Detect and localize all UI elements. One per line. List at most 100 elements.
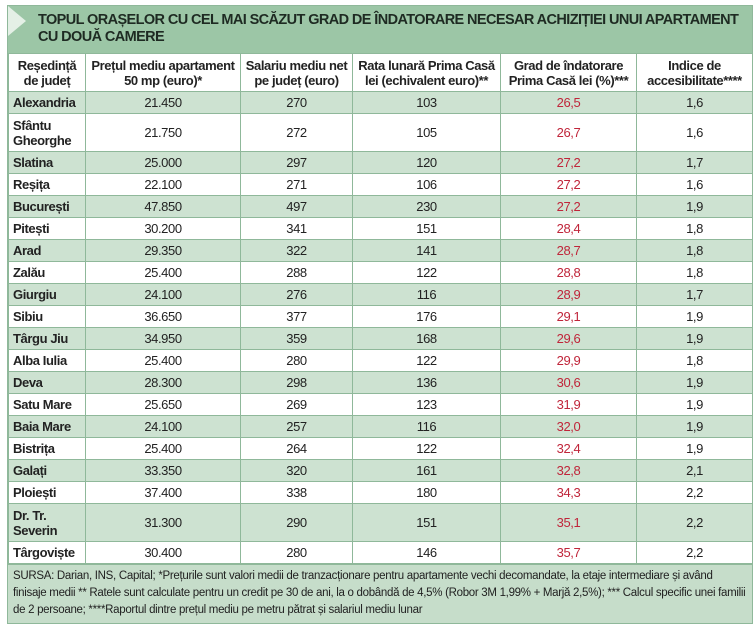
cell-accessibility: 1,8: [636, 261, 753, 284]
cell-city: Deva: [8, 371, 86, 394]
cell-accessibility: 1,7: [636, 151, 753, 174]
cell-salary: 377: [240, 305, 353, 328]
cell-price: 22.100: [85, 173, 241, 196]
table-row: Zalău 25.400 288 122 28,8 1,8: [8, 261, 753, 284]
cell-price: 29.350: [85, 239, 241, 262]
header-debt-ratio: Grad de îndatorare Prima Casă lei (%)***: [500, 53, 637, 92]
cell-city: Zalău: [8, 261, 86, 284]
cell-city: Galați: [8, 459, 86, 482]
cell-city: Alba Iulia: [8, 349, 86, 372]
header-accessibility: Indice de accesibilitate****: [636, 53, 753, 92]
cell-price: 31.300: [85, 503, 241, 542]
table-row: Sibiu 36.650 377 176 29,1 1,9: [8, 305, 753, 328]
cell-price: 21.450: [85, 91, 241, 114]
cell-city: Sibiu: [8, 305, 86, 328]
cell-price: 47.850: [85, 195, 241, 218]
cell-debt-ratio: 32,4: [500, 437, 637, 460]
header-row: Reședință de județ Prețul mediu apartame…: [8, 53, 753, 92]
cell-monthly-rate: 151: [352, 217, 501, 240]
cell-accessibility: 1,6: [636, 113, 753, 152]
cell-salary: 276: [240, 283, 353, 306]
table-row: Ploiești 37.400 338 180 34,3 2,2: [8, 481, 753, 504]
table-row: Reșița 22.100 271 106 27,2 1,6: [8, 173, 753, 196]
cell-monthly-rate: 122: [352, 437, 501, 460]
cell-salary: 280: [240, 541, 353, 564]
cell-debt-ratio: 31,9: [500, 393, 637, 416]
cell-salary: 322: [240, 239, 353, 262]
cell-debt-ratio: 29,1: [500, 305, 637, 328]
table-row: Târgu Jiu 34.950 359 168 29,6 1,9: [8, 327, 753, 350]
cell-price: 25.000: [85, 151, 241, 174]
cell-accessibility: 1,6: [636, 173, 753, 196]
cell-monthly-rate: 146: [352, 541, 501, 564]
cell-salary: 359: [240, 327, 353, 350]
table-title: TOPUL ORAȘELOR CU CEL MAI SCĂZUT GRAD DE…: [38, 12, 739, 45]
cell-monthly-rate: 122: [352, 261, 501, 284]
table-row: Pitești 30.200 341 151 28,4 1,8: [8, 217, 753, 240]
cell-salary: 290: [240, 503, 353, 542]
cell-debt-ratio: 34,3: [500, 481, 637, 504]
cell-price: 36.650: [85, 305, 241, 328]
cell-accessibility: 1,9: [636, 371, 753, 394]
cell-salary: 297: [240, 151, 353, 174]
cell-accessibility: 2,2: [636, 503, 753, 542]
cell-salary: 280: [240, 349, 353, 372]
cell-accessibility: 1,9: [636, 437, 753, 460]
cell-city: Ploiești: [8, 481, 86, 504]
cell-city: Bistrița: [8, 437, 86, 460]
cell-salary: 288: [240, 261, 353, 284]
cell-monthly-rate: 151: [352, 503, 501, 542]
cell-price: 30.200: [85, 217, 241, 240]
table-row: Slatina 25.000 297 120 27,2 1,7: [8, 151, 753, 174]
cell-accessibility: 2,1: [636, 459, 753, 482]
infographic-table: TOPUL ORAȘELOR CU CEL MAI SCĂZUT GRAD DE…: [7, 5, 753, 624]
cell-salary: 264: [240, 437, 353, 460]
table-row: Târgoviște 30.400 280 146 35,7 2,2: [8, 541, 753, 564]
cell-city: București: [8, 195, 86, 218]
header-price: Prețul mediu apartament 50 mp (euro)*: [85, 53, 241, 92]
cell-salary: 338: [240, 481, 353, 504]
cell-city: Baia Mare: [8, 415, 86, 438]
table-row: Baia Mare 24.100 257 116 32,0 1,9: [8, 415, 753, 438]
cell-city: Giurgiu: [8, 283, 86, 306]
cell-monthly-rate: 168: [352, 327, 501, 350]
cell-city: Alexandria: [8, 91, 86, 114]
cell-debt-ratio: 27,2: [500, 173, 637, 196]
cell-salary: 270: [240, 91, 353, 114]
cell-debt-ratio: 32,8: [500, 459, 637, 482]
cell-monthly-rate: 120: [352, 151, 501, 174]
cell-debt-ratio: 30,6: [500, 371, 637, 394]
cell-debt-ratio: 29,6: [500, 327, 637, 350]
cell-city: Arad: [8, 239, 86, 262]
cell-monthly-rate: 141: [352, 239, 501, 262]
cell-price: 25.650: [85, 393, 241, 416]
cell-monthly-rate: 106: [352, 173, 501, 196]
cell-debt-ratio: 32,0: [500, 415, 637, 438]
cell-monthly-rate: 161: [352, 459, 501, 482]
cell-salary: 269: [240, 393, 353, 416]
cell-monthly-rate: 123: [352, 393, 501, 416]
cell-accessibility: 1,9: [636, 195, 753, 218]
cell-salary: 497: [240, 195, 353, 218]
cell-salary: 298: [240, 371, 353, 394]
cell-monthly-rate: 176: [352, 305, 501, 328]
cell-accessibility: 2,2: [636, 481, 753, 504]
cell-debt-ratio: 35,1: [500, 503, 637, 542]
table-title-bar: TOPUL ORAȘELOR CU CEL MAI SCĂZUT GRAD DE…: [8, 6, 752, 53]
cell-price: 25.400: [85, 437, 241, 460]
table-row: Bistrița 25.400 264 122 32,4 1,9: [8, 437, 753, 460]
cell-price: 34.950: [85, 327, 241, 350]
header-salary: Salariu mediu net pe județ (euro): [240, 53, 353, 92]
header-monthly-rate: Rata lunară Prima Casă lei (echivalent e…: [352, 53, 501, 92]
cell-accessibility: 1,8: [636, 217, 753, 240]
cell-monthly-rate: 180: [352, 481, 501, 504]
cell-price: 28.300: [85, 371, 241, 394]
cell-debt-ratio: 26,7: [500, 113, 637, 152]
cell-accessibility: 1,7: [636, 283, 753, 306]
cell-debt-ratio: 27,2: [500, 195, 637, 218]
cell-price: 25.400: [85, 261, 241, 284]
cell-accessibility: 1,6: [636, 91, 753, 114]
cell-price: 24.100: [85, 283, 241, 306]
cell-salary: 271: [240, 173, 353, 196]
table-row: Giurgiu 24.100 276 116 28,9 1,7: [8, 283, 753, 306]
